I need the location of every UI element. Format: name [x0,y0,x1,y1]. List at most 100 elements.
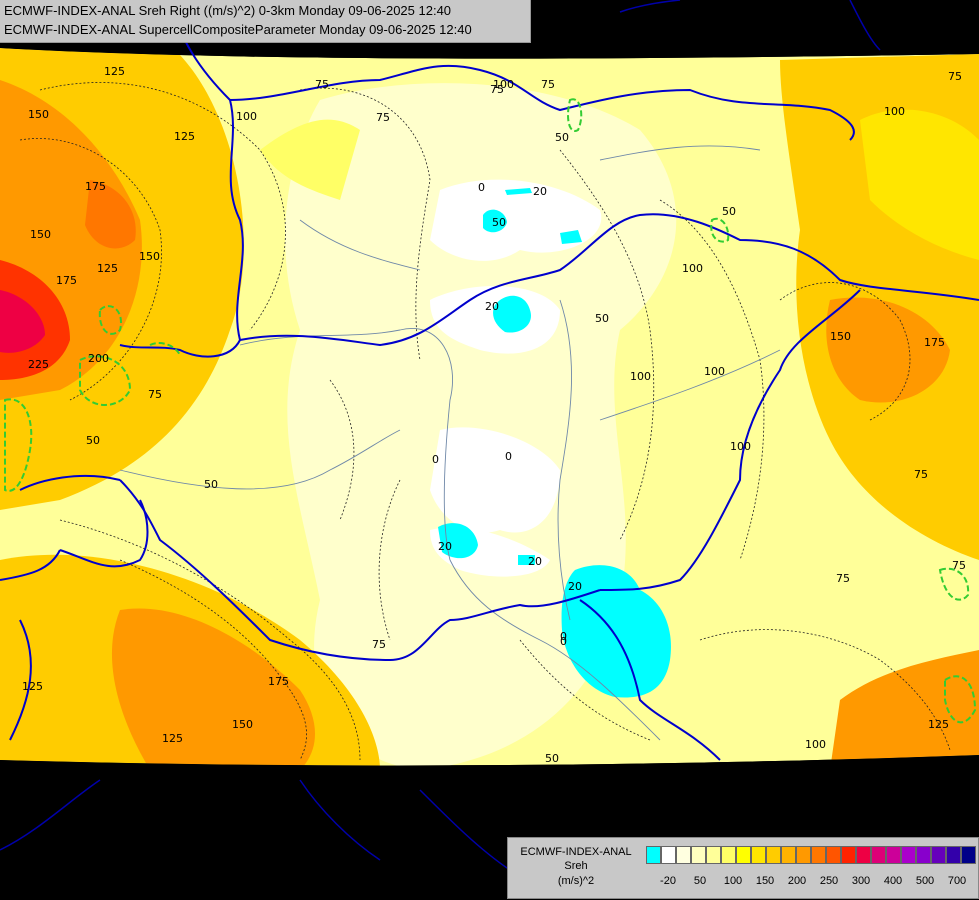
contour-label: 75 [376,111,390,124]
legend-swatch [766,846,781,864]
contour-label: 125 [22,680,43,693]
contour-label: 100 [704,365,725,378]
legend-unit: (m/s)^2 [557,875,595,887]
contour-label: 20 [438,540,452,553]
contour-label: 75 [836,572,850,585]
map-title-line-2: ECMWF-INDEX-ANAL SupercellCompositeParam… [4,22,472,37]
contour-label: 75 [952,559,966,572]
legend-swatch [901,846,916,864]
contour-label: 125 [104,65,125,78]
contour-label: 50 [492,216,506,229]
contour-label: 100 [884,105,905,118]
contour-label: 225 [28,358,49,371]
legend-swatch [841,846,856,864]
legend-swatch [856,846,871,864]
legend-tick-label: 400 [883,875,903,887]
legend-swatch [736,846,751,864]
legend-swatch [946,846,961,864]
legend-swatch [826,846,841,864]
legend-swatch [931,846,946,864]
legend-tick-label: 200 [787,875,807,887]
contour-label: 0 [560,630,567,643]
legend-swatch [721,846,736,864]
contour-label: 150 [830,330,851,343]
legend-swatch [871,846,886,864]
contour-label: 20 [485,300,499,313]
contour-label: 175 [85,180,106,193]
contour-label: 150 [30,228,51,241]
contour-label: 0 [505,450,512,463]
contour-label: 125 [97,262,118,275]
contour-label: 75 [315,78,329,91]
contour-label: 150 [232,718,253,731]
legend-tick-label: -20 [660,875,676,887]
contour-label: 125 [928,718,949,731]
contour-label: 20 [568,580,582,593]
contour-label: 75 [914,468,928,481]
contour-label: 175 [268,675,289,688]
legend-swatch [751,846,766,864]
rivers [119,145,781,741]
legend-swatch [691,846,706,864]
contour-label: 175 [924,336,945,349]
contour-label: 0 [478,181,485,194]
legend-tick-label: 50 [693,875,707,887]
contour-label: 150 [28,108,49,121]
contour-label: 50 [722,205,736,218]
country-borders [0,0,979,761]
legend-swatch [706,846,721,864]
contour-label: 75 [948,70,962,83]
legend-tick-label: 300 [851,875,871,887]
scp-contours [4,98,977,724]
contour-label: 100 [236,110,257,123]
contour-label: 175 [56,274,77,287]
legend-tick-label: 250 [819,875,839,887]
contour-label: 75 [541,78,555,91]
contour-label: 125 [174,130,195,143]
legend-source: ECMWF-INDEX-ANAL [520,846,632,858]
legend-swatch [796,846,811,864]
contour-label: 0 [432,453,439,466]
legend-tick-label: 700 [947,875,967,887]
contour-label: 75 [490,83,504,96]
contour-label: 50 [204,478,218,491]
outside-borders [0,0,881,871]
legend-swatch [646,846,661,864]
contour-label: 20 [528,555,542,568]
legend-swatches [646,846,976,864]
legend-swatch [661,846,676,864]
contour-label: 50 [545,752,559,765]
legend-tick-label: 150 [755,875,775,887]
contour-label: 100 [805,738,826,751]
colorbar-legend: ECMWF-INDEX-ANAL Sreh (m/s)^2 -20 50 100 15… [507,837,979,899]
contour-label: 100 [730,440,751,453]
legend-swatch [811,846,826,864]
contour-label: 100 [630,370,651,383]
contour-label: 150 [139,250,160,263]
contour-label: 75 [148,388,162,401]
contour-label: 200 [88,352,109,365]
legend-swatch [781,846,796,864]
legend-tick-label: 500 [915,875,935,887]
legend-ticks: -20 50 100 150 200 250 300 400 500 700 [640,875,976,889]
legend-swatch [916,846,931,864]
legend-tick-label: 100 [723,875,743,887]
contour-label: 20 [533,185,547,198]
legend-variable: Sreh [564,860,588,872]
map-title-box: ECMWF-INDEX-ANAL Sreh Right ((m/s)^2) 0-… [0,0,531,43]
contour-label: 100 [493,78,514,91]
legend-swatch [886,846,901,864]
legend-swatch [961,846,976,864]
contour-label: 50 [86,434,100,447]
contour-label: 0 [560,635,567,648]
contour-label: 50 [595,312,609,325]
contour-label: 100 [682,262,703,275]
contour-label: 50 [555,131,569,144]
contour-label: 75 [372,638,386,651]
legend-swatch [676,846,691,864]
contour-label: 125 [162,732,183,745]
map-title-line-1: ECMWF-INDEX-ANAL Sreh Right ((m/s)^2) 0-… [4,3,452,18]
